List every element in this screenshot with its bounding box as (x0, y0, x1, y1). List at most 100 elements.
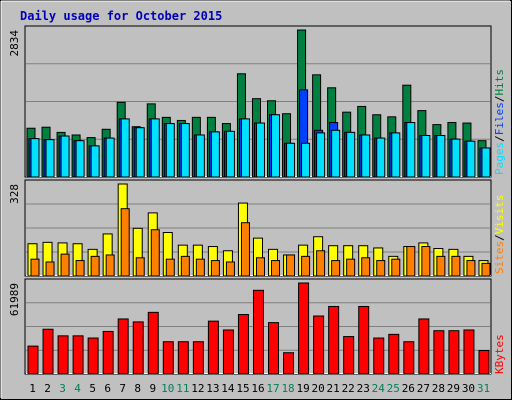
bar-pages (150, 118, 160, 178)
bar-sites (346, 258, 356, 277)
bar-kbytes (478, 350, 490, 375)
x-tick-label: 7 (119, 382, 126, 395)
bar-kbytes (177, 341, 189, 375)
x-tick-label: 8 (134, 382, 141, 395)
bar-kbytes (27, 345, 39, 375)
bar-pages (120, 118, 130, 178)
x-tick-label: 18 (281, 382, 294, 395)
x-tick-label: 16 (251, 382, 264, 395)
bar-sites (75, 260, 85, 277)
bar-sites (421, 246, 431, 277)
bar-kbytes (373, 337, 385, 375)
legend-visits-sites: Sites/Visits (493, 195, 506, 275)
bar-sites (466, 260, 476, 277)
bar-pages (376, 137, 386, 178)
x-tick-label: 28 (432, 382, 445, 395)
bar-kbytes (252, 289, 264, 375)
bar-sites (135, 257, 145, 277)
bar-sites (436, 255, 446, 277)
chart-title: Daily usage for October 2015 (20, 9, 222, 23)
bar-sites (240, 222, 250, 277)
bar-kbytes (57, 335, 69, 375)
bar-sites (195, 258, 205, 277)
bar-kbytes (192, 341, 204, 375)
bar-sites (271, 260, 281, 277)
bar-sites (45, 261, 55, 277)
bar-sites (60, 253, 70, 277)
x-tick-label: 30 (462, 382, 475, 395)
legend-entry: Visits (493, 195, 506, 235)
bar-pages (346, 131, 356, 178)
x-tick-label: 2 (44, 382, 51, 395)
x-tick-label: 24 (372, 382, 386, 395)
bar-sites (165, 258, 175, 277)
x-tick-label: 13 (206, 382, 219, 395)
x-tick-label: 17 (266, 382, 279, 395)
bar-kbytes (87, 337, 99, 375)
bar-pages (90, 145, 100, 178)
x-tick-label: 26 (402, 382, 415, 395)
bar-kbytes (463, 329, 475, 375)
bar-pages (421, 135, 431, 178)
bar-pages (105, 137, 115, 178)
legend-entry: KBytes (493, 334, 506, 374)
bar-kbytes (72, 335, 84, 375)
bar-kbytes (117, 318, 129, 375)
x-tick-label: 6 (104, 382, 111, 395)
bar-kbytes (268, 322, 280, 375)
panel-kbytes: 61989 (8, 278, 492, 375)
bar-kbytes (448, 330, 460, 375)
bar-sites (376, 260, 386, 277)
bar-sites (286, 254, 296, 277)
bar-sites (361, 257, 371, 277)
x-tick-label: 20 (312, 382, 325, 395)
bar-sites (120, 208, 130, 277)
panels: 2834 328 61989 (8, 25, 492, 375)
bar-sites (225, 261, 235, 277)
bar-kbytes (388, 333, 400, 375)
bar-pages (195, 134, 205, 178)
panel-hits-files-pages: 2834 (8, 25, 492, 178)
legend-entry: Sites (493, 241, 506, 274)
bar-sites (30, 258, 40, 277)
bar-kbytes (298, 282, 310, 375)
x-tick-label: 25 (387, 382, 400, 395)
legend-kbytes: KBytes (493, 334, 506, 374)
y-max-label: 2834 (8, 30, 21, 57)
bar-pages (391, 132, 401, 178)
x-tick-label: 27 (417, 382, 430, 395)
bar-pages (451, 138, 461, 178)
bar-pages (180, 123, 190, 178)
bar-sites (180, 255, 190, 277)
x-tick-label: 15 (236, 382, 249, 395)
bar-kbytes (328, 305, 340, 375)
bar-kbytes (42, 328, 54, 375)
bar-pages (271, 114, 281, 178)
bar-pages (135, 127, 145, 178)
bar-pages (255, 122, 265, 178)
bar-sites (481, 262, 491, 277)
x-tick-label: 10 (161, 382, 174, 395)
bar-pages (75, 140, 85, 178)
bar-kbytes (403, 341, 415, 375)
bar-kbytes (222, 329, 234, 375)
x-tick-label: 21 (327, 382, 340, 395)
y-max-label: 61989 (8, 283, 21, 316)
x-tick-label: 22 (342, 382, 355, 395)
bar-pages (60, 135, 70, 178)
bar-pages (286, 142, 296, 178)
x-tick-label: 1 (29, 382, 36, 395)
bar-pages (165, 123, 175, 178)
bar-pages (210, 131, 220, 178)
bar-sites (210, 260, 220, 277)
panel-visits-sites: 328 (8, 179, 492, 277)
bar-pages (240, 118, 250, 178)
x-tick-label: 14 (221, 382, 235, 395)
legend-entry: / (493, 135, 506, 142)
bar-sites (316, 250, 326, 277)
bar-sites (150, 229, 160, 277)
bar-kbytes (207, 320, 219, 375)
legend-hits-files-pages: Pages/Files/Hits (493, 69, 506, 175)
bar-kbytes (343, 336, 355, 375)
bar-pages (406, 122, 416, 178)
